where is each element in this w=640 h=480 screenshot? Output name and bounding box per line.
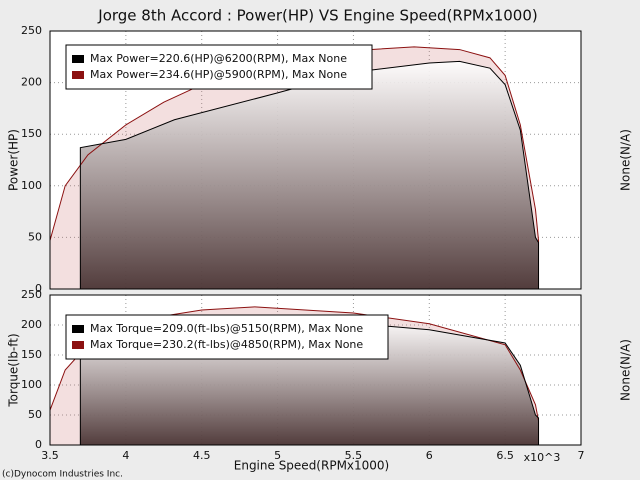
y-tick-label: 50 [28,230,42,243]
legend-swatch [72,325,84,333]
x-tick-label: 5.5 [345,449,363,462]
y-tick-label: 0 [35,438,42,451]
legend-swatch [72,71,84,79]
plot-frame [49,30,582,290]
series-line [49,46,540,289]
legend-swatch [72,341,84,349]
legend-label: Max Torque=230.2(ft-lbs)@4850(RPM), Max … [90,338,363,351]
series-line [79,60,540,289]
y-axis-label: Power(HP) [7,129,21,191]
y-tick-label: 250 [21,288,42,301]
x-tick-label: 3.5 [41,449,59,462]
legend [65,314,389,360]
y-tick-label: 150 [21,127,42,140]
y-tick-label: 0 [35,282,42,295]
legend-label: Max Power=234.6(HP)@5900(RPM), Max None [90,68,347,81]
x-tick-label: 6.5 [496,449,514,462]
y-tick-label: 100 [21,378,42,391]
x-tick-label: 6 [426,449,433,462]
y-tick-label: 250 [21,24,42,37]
area-fill [80,61,539,289]
y-tick-label: 200 [21,76,42,89]
y-tick-label: 50 [28,408,42,421]
y-tick-label: 150 [21,348,42,361]
chart-title: Jorge 8th Accord : Power(HP) VS Engine S… [97,7,537,25]
y2-axis-label: None(N/A) [619,339,633,401]
x-tick-label: 5 [274,449,281,462]
footer: (c)Dynocom Industries Inc. [2,470,123,480]
legend-label: Max Torque=209.0(ft-lbs)@5150(RPM), Max … [90,322,363,335]
x-tick-label: 7 [578,449,585,462]
y-tick-label: 200 [21,318,42,331]
y2-axis-label: None(N/A) [619,129,633,191]
x-annotation: x10^3 [524,451,561,464]
x-tick-label: 4 [122,449,129,462]
plot-frame [49,294,582,446]
legend [65,44,373,90]
y-tick-label: 100 [21,179,42,192]
x-axis-label: Engine Speed(RPMx1000) [234,459,390,473]
legend-swatch [72,55,84,63]
legend-label: Max Power=220.6(HP)@6200(RPM), Max None [90,52,347,65]
y-axis-label: Torque(lb-ft) [7,333,21,407]
x-tick-label: 4.5 [193,449,211,462]
